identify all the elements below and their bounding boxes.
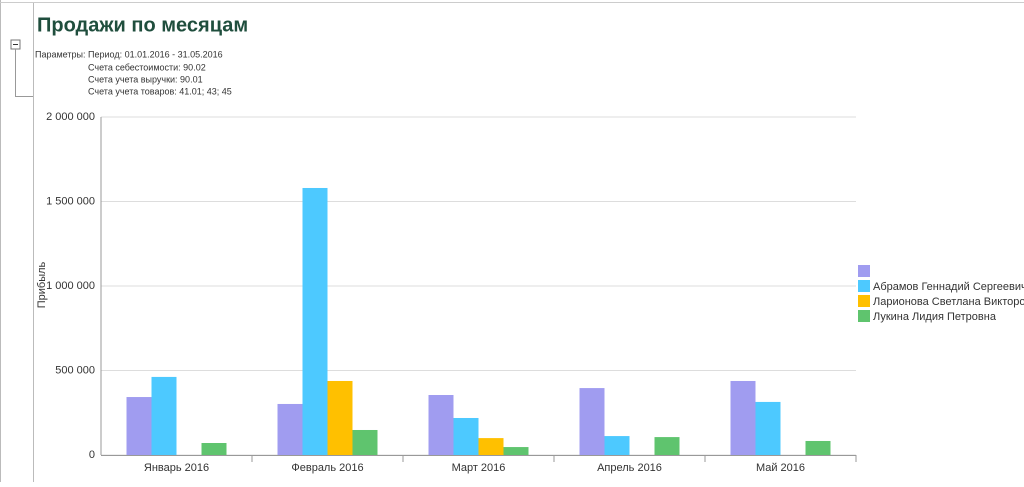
x-tick-label: Май 2016 [756, 462, 805, 474]
parameter: Счета учета выручки: 90.01 [88, 74, 203, 84]
bar [126, 397, 152, 455]
bar [352, 429, 378, 455]
bar [428, 395, 454, 455]
y-tick-label: 1 500 000 [46, 195, 95, 207]
y-tick-label: 1 000 000 [46, 280, 95, 292]
bar [503, 447, 529, 455]
bar [755, 401, 781, 455]
legend-swatch [858, 280, 870, 292]
bar [201, 443, 227, 455]
bar [151, 376, 177, 455]
parameters-label: Параметры: [35, 49, 85, 59]
legend-swatch [858, 310, 870, 322]
parameter: Счета учета товаров: 41.01; 43; 45 [88, 86, 232, 96]
report-title: Продажи по месяцам [37, 14, 248, 36]
y-tick-label: 0 [89, 449, 95, 461]
legend-swatch [858, 295, 870, 307]
bar [453, 417, 479, 455]
y-axis-label: Прибыль [36, 261, 48, 308]
bar [805, 440, 831, 455]
bar [478, 438, 504, 455]
x-tick-label: Январь 2016 [144, 462, 209, 474]
bar [277, 403, 303, 455]
y-tick-label: 2 000 000 [46, 111, 95, 123]
bar [327, 380, 353, 455]
bar [579, 388, 605, 455]
y-tick-label: 500 000 [55, 364, 95, 376]
bar [604, 436, 630, 455]
x-tick-label: Апрель 2016 [597, 462, 662, 474]
legend-label: Ларионова Светлана Викторовна [873, 296, 1024, 308]
x-tick-label: Февраль 2016 [291, 462, 363, 474]
bar [302, 187, 328, 456]
bar [654, 437, 680, 455]
x-tick-label: Март 2016 [452, 462, 506, 474]
parameter: Счета себестоимости: 90.02 [88, 62, 206, 72]
bar [730, 380, 756, 455]
legend-label: Абрамов Геннадий Сергеевич [873, 281, 1024, 293]
legend-label: Лукина Лидия Петровна [873, 311, 997, 323]
legend-swatch [858, 265, 870, 277]
parameter: Период: 01.01.2016 - 31.05.2016 [88, 49, 223, 59]
